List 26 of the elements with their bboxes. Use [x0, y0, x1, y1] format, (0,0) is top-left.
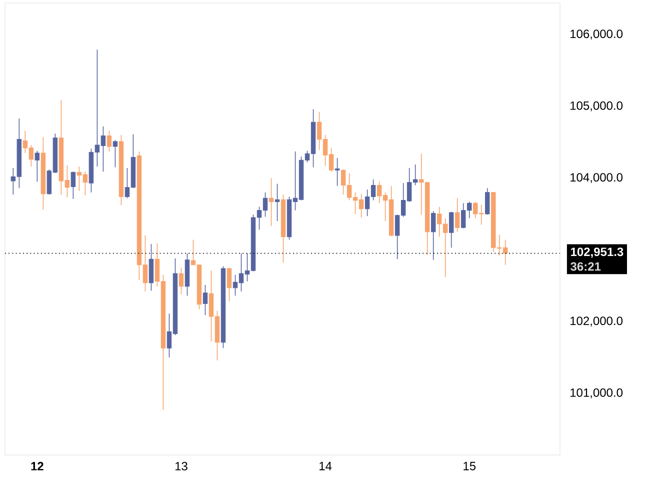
candlestick: [112, 140, 118, 168]
candlestick: [268, 178, 274, 227]
candlestick: [70, 171, 76, 200]
candlestick: [454, 198, 460, 232]
y-tick-label: 102,000.0: [570, 316, 623, 327]
y-tick-label: 105,000.0: [570, 101, 623, 112]
candlestick: [148, 244, 154, 292]
x-tick-label: 13: [175, 462, 188, 470]
text: 36:21: [570, 262, 601, 271]
x-tick-label: 15: [464, 462, 476, 470]
candlestick: [202, 284, 208, 316]
x-tick-label: 14: [320, 462, 332, 470]
candlestick: [448, 211, 454, 248]
candlestick: [430, 210, 436, 260]
x-tick-label: 12: [31, 462, 44, 470]
candlestick: [274, 183, 280, 222]
y-tick-label: 104,000.0: [570, 173, 623, 184]
candlestick: [334, 158, 340, 186]
candlestick: [34, 150, 40, 182]
candlestick: [178, 267, 184, 295]
candlestick: [106, 130, 112, 152]
y-tick-label: 101,000.0: [570, 388, 623, 398]
candlestick: [226, 267, 232, 302]
candlestick: [485, 188, 490, 216]
y-tick-label: 106,000.0: [570, 30, 623, 40]
ref-line-label: 102,951.3: [571, 248, 624, 258]
